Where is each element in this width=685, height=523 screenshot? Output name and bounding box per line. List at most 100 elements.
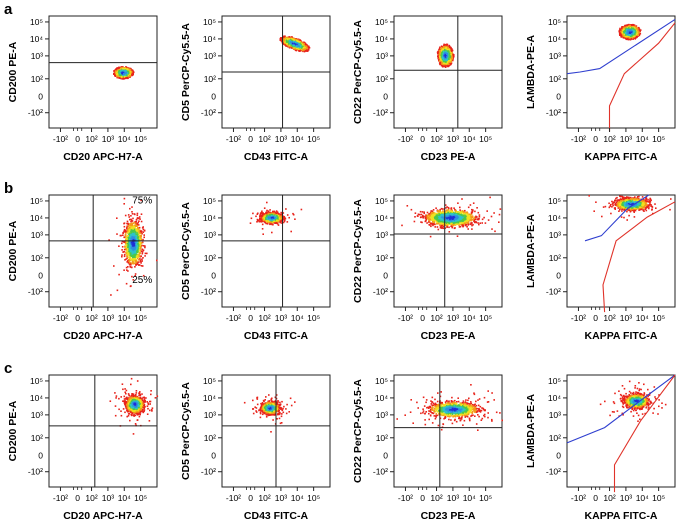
event-point <box>303 43 305 45</box>
event-point <box>119 70 121 72</box>
row-label: a <box>4 1 13 18</box>
event-point <box>127 70 129 72</box>
event-point <box>300 50 302 52</box>
x-tick-label: -10² <box>226 134 241 144</box>
event-point <box>124 70 126 72</box>
event-point <box>448 60 450 62</box>
event-point <box>447 50 449 52</box>
event-point <box>449 56 451 58</box>
event-point <box>297 41 299 43</box>
event-point <box>451 55 453 57</box>
event-point <box>292 43 294 45</box>
x-tick-label: 0 <box>75 134 80 144</box>
event-point <box>295 41 297 43</box>
event-point <box>445 52 447 54</box>
event-point <box>287 39 289 41</box>
event-point <box>447 44 449 46</box>
event-point <box>301 46 303 48</box>
y-tick-label: 10³ <box>376 51 388 61</box>
event-point <box>122 70 124 72</box>
y-axis-label: CD200 PE-A <box>7 41 19 102</box>
event-point <box>439 56 441 58</box>
event-point <box>121 76 123 78</box>
event-point <box>446 53 448 55</box>
event-point <box>289 46 291 48</box>
event-point <box>448 45 450 47</box>
y-tick-label: 10⁵ <box>375 17 388 27</box>
event-point <box>440 62 442 64</box>
x-tick-label: 0 <box>248 134 253 144</box>
event-point <box>441 53 443 55</box>
x-axis-label: CD23 PE-A <box>421 151 476 163</box>
event-point <box>285 37 287 39</box>
event-point <box>299 39 301 41</box>
event-point <box>450 54 452 56</box>
event-point <box>302 44 304 46</box>
y-tick-label: 0 <box>383 92 388 102</box>
plot-panel: -10² 10² 10³ 10⁴ 10⁵010⁵10⁴10³10²-10²0KAPPA … <box>525 16 675 163</box>
event-point <box>446 56 448 58</box>
event-point <box>280 38 282 40</box>
x-tick-label: 0 <box>420 134 425 144</box>
event-point <box>125 77 127 79</box>
y-tick-label: 0 <box>38 92 43 102</box>
event-point <box>304 42 306 44</box>
event-point <box>445 65 447 67</box>
event-point <box>441 55 443 57</box>
y-tick-label: 10⁴ <box>203 34 216 44</box>
event-point <box>440 48 442 50</box>
x-tick-label: 10⁵ <box>479 134 492 144</box>
event-point <box>306 48 308 50</box>
event-point <box>439 53 441 55</box>
event-point <box>303 49 305 51</box>
event-point <box>292 39 294 41</box>
event-point <box>437 57 439 59</box>
x-tick-label: -10² <box>53 134 68 144</box>
y-tick-label: 10⁵ <box>30 17 43 27</box>
x-axis-label: CD20 APC-H7-A <box>63 151 143 163</box>
event-point <box>446 59 448 61</box>
x-tick-label: 10⁴ <box>291 134 304 144</box>
y-tick-label: -10² <box>373 108 388 118</box>
event-point <box>305 50 307 52</box>
y-tick-label: 10² <box>31 74 43 84</box>
event-point <box>118 67 120 69</box>
x-tick-label: 10⁵ <box>134 134 147 144</box>
event-point <box>445 56 447 58</box>
event-point <box>450 59 452 61</box>
event-point <box>117 74 119 76</box>
plot-frame <box>49 16 157 128</box>
flow-cytometry-figure: a -10² 10² 10³ 10⁴ 10⁵ 0 10⁵ 10⁴ 10³ 10² -10² 0 CD20 … <box>0 0 685 523</box>
x-tick-label: 10² <box>258 134 270 144</box>
event-point <box>308 46 310 48</box>
y-tick-label: 10³ <box>31 51 43 61</box>
event-point <box>448 58 450 60</box>
event-point <box>304 47 306 49</box>
event-point <box>129 74 131 76</box>
event-point <box>286 43 288 45</box>
event-point <box>447 49 449 51</box>
event-point <box>444 54 446 56</box>
event-point <box>308 49 310 51</box>
event-point <box>130 71 132 73</box>
event-point <box>441 65 443 67</box>
event-point <box>451 48 453 50</box>
event-point <box>444 50 446 52</box>
event-point <box>123 73 125 75</box>
y-tick-label: 10³ <box>204 51 216 61</box>
event-point <box>440 51 442 53</box>
event-point <box>122 68 124 70</box>
event-point <box>117 75 119 77</box>
event-point <box>124 68 126 70</box>
y-tick-label: 10² <box>204 74 216 84</box>
x-tick-label: 10² <box>85 134 97 144</box>
y-tick-label: -10² <box>28 108 43 118</box>
event-point <box>451 57 453 59</box>
x-tick-label: 10³ <box>447 134 459 144</box>
event-point <box>285 44 287 46</box>
y-tick-label: 10⁴ <box>375 34 388 44</box>
event-point <box>299 41 301 43</box>
event-point <box>297 45 299 47</box>
event-point <box>442 48 444 50</box>
